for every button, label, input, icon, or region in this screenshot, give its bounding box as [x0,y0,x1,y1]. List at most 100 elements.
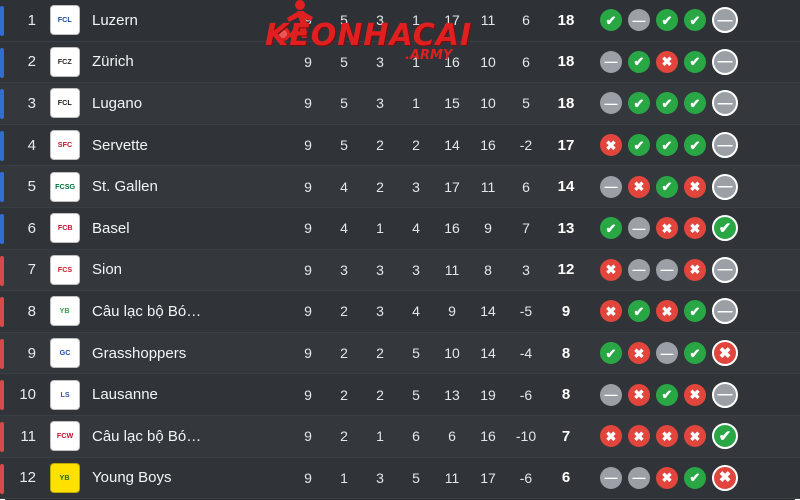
form-result-win-icon[interactable]: ✔ [628,50,650,73]
points: 12 [557,261,575,279]
form-result-win-icon[interactable]: ✔ [600,342,622,365]
team-name[interactable]: Câu lạc bộ Bó… [92,302,202,320]
draws: 2 [376,178,384,195]
position-number: 8 [27,302,36,320]
table-row[interactable]: 3 FCL Lugano 9 5 3 1 15 10 5 18 — ✔ ✔ ✔ — [0,83,800,125]
team-crest-icon: FCB [50,213,80,244]
form-result-draw-icon[interactable]: — [656,258,678,281]
form-result-draw-icon[interactable]: — [712,298,738,325]
form-result-loss-icon[interactable]: ✖ [628,342,650,365]
losses: 1 [412,53,420,70]
form-result-win-icon[interactable]: ✔ [684,92,706,115]
form-result-win-icon[interactable]: ✔ [656,383,678,406]
matches-played: 9 [304,303,312,320]
form-result-win-icon[interactable]: ✔ [656,9,678,32]
row-accent-bar [0,6,4,36]
team-name[interactable]: Câu lạc bộ Bó… [92,427,202,445]
form-result-loss-icon[interactable]: ✖ [628,425,650,448]
form-result-loss-icon[interactable]: ✖ [684,175,706,198]
table-row[interactable]: 6 FCB Basel 9 4 1 4 16 9 7 13 ✔ — ✖ ✖ ✔ [0,207,800,250]
form-result-win-icon[interactable]: ✔ [684,134,706,157]
matches-played: 9 [304,220,312,237]
form-result-loss-icon[interactable]: ✖ [656,300,678,323]
form-result-win-icon[interactable]: ✔ [712,423,738,450]
team-name[interactable]: Servette [92,136,148,154]
form-result-loss-icon[interactable]: ✖ [712,340,738,367]
form-result-win-icon[interactable]: ✔ [600,217,622,240]
form-result-win-icon[interactable]: ✔ [656,92,678,115]
row-accent-bar [0,255,4,286]
form-result-win-icon[interactable]: ✔ [628,92,650,115]
form-result-draw-icon[interactable]: — [600,50,622,73]
team-name[interactable]: Young Boys [92,469,172,487]
form-result-win-icon[interactable]: ✔ [600,9,622,32]
table-row[interactable]: 10 LS Lausanne 9 2 2 5 13 19 -6 8 — ✖ ✔ ✖ — [0,374,800,416]
form-result-loss-icon[interactable]: ✖ [684,258,706,281]
form-result-win-icon[interactable]: ✔ [656,175,678,198]
table-row[interactable]: 12 YB Young Boys 9 1 3 5 11 17 -6 6 — — ✖ ✔ ✖ [0,457,800,500]
team-name[interactable]: Lausanne [92,386,158,404]
form-result-loss-icon[interactable]: ✖ [600,258,622,281]
form-result-win-icon[interactable]: ✔ [656,134,678,157]
form-result-loss-icon[interactable]: ✖ [656,425,678,448]
form-result-draw-icon[interactable]: — [628,217,650,240]
form-result-draw-icon[interactable]: — [628,258,650,281]
team-name[interactable]: Sion [92,261,123,279]
form-guide: — ✖ ✔ ✖ — [600,381,738,408]
wins: 2 [340,428,348,445]
form-result-loss-icon[interactable]: ✖ [684,217,706,240]
form-result-draw-icon[interactable]: — [600,383,622,406]
form-result-loss-icon[interactable]: ✖ [600,425,622,448]
form-result-draw-icon[interactable]: — [712,7,738,34]
form-result-loss-icon[interactable]: ✖ [656,217,678,240]
form-result-draw-icon[interactable]: — [712,90,738,117]
points: 14 [557,178,575,196]
form-result-draw-icon[interactable]: — [600,466,622,489]
form-result-loss-icon[interactable]: ✖ [628,383,650,406]
form-result-win-icon[interactable]: ✔ [684,50,706,73]
form-result-draw-icon[interactable]: — [600,175,622,198]
table-row[interactable]: 1 FCL Luzern 9 5 3 1 17 11 6 18 ✔ — ✔ ✔ — [0,0,800,42]
form-result-draw-icon[interactable]: — [712,381,738,408]
goals-against: 11 [480,178,496,195]
form-result-loss-icon[interactable]: ✖ [600,134,622,157]
form-result-loss-icon[interactable]: ✖ [656,466,678,489]
form-result-win-icon[interactable]: ✔ [684,342,706,365]
form-result-draw-icon[interactable]: — [628,466,650,489]
form-result-loss-icon[interactable]: ✖ [600,300,622,323]
team-name[interactable]: St. Gallen [92,178,158,196]
form-result-win-icon[interactable]: ✔ [628,134,650,157]
form-result-draw-icon[interactable]: — [600,92,622,115]
form-result-win-icon[interactable]: ✔ [684,300,706,323]
form-result-win-icon[interactable]: ✔ [628,300,650,323]
team-name[interactable]: Lugano [92,94,143,112]
table-row[interactable]: 8 YB Câu lạc bộ Bó… 9 2 3 4 9 14 -5 9 ✖ ✔ ✖ ✔ — [0,291,800,333]
table-row[interactable]: 7 FCS Sion 9 3 3 3 11 8 3 12 ✖ — — ✖ — [0,249,800,292]
form-result-win-icon[interactable]: ✔ [684,466,706,489]
table-row[interactable]: 4 SFC Servette 9 5 2 2 14 16 -2 17 ✖ ✔ ✔ ✔ — [0,124,800,167]
form-result-draw-icon[interactable]: — [712,132,738,159]
form-result-win-icon[interactable]: ✔ [712,215,738,242]
table-row[interactable]: 2 FCZ Zürich 9 5 3 1 16 10 6 18 — ✔ ✖ ✔ — [0,41,800,84]
table-row[interactable]: 5 FCSG St. Gallen 9 4 2 3 17 11 6 14— ✖ ✔ ✖ — [0,166,800,208]
team-name[interactable]: Grasshoppers [92,344,187,362]
form-result-loss-icon[interactable]: ✖ [628,175,650,198]
team-name[interactable]: Zürich [92,53,134,71]
form-result-win-icon[interactable]: ✔ [684,9,706,32]
form-result-draw-icon[interactable]: — [712,256,738,283]
team-name[interactable]: Luzern [92,11,138,29]
form-result-loss-icon[interactable]: ✖ [684,383,706,406]
form-result-draw-icon[interactable]: — [712,173,738,200]
goal-difference: 5 [522,95,530,112]
form-result-loss-icon[interactable]: ✖ [684,425,706,448]
form-result-draw-icon[interactable]: — [712,48,738,75]
team-name[interactable]: Basel [92,219,130,237]
goals-against: 14 [480,345,496,362]
draws: 2 [376,345,384,362]
form-result-draw-icon[interactable]: — [628,9,650,32]
form-result-draw-icon[interactable]: — [656,342,678,365]
table-row[interactable]: 11 FCW Câu lạc bộ Bó… 9 2 1 6 6 16 -10 7 ✖ ✖ ✖ ✖ ✔ [0,415,800,458]
table-row[interactable]: 9 GC Grasshoppers 9 2 2 5 10 14 -4 8 ✔ ✖ — ✔ ✖ [0,332,800,375]
form-result-loss-icon[interactable]: ✖ [712,464,738,491]
form-result-loss-icon[interactable]: ✖ [656,50,678,73]
